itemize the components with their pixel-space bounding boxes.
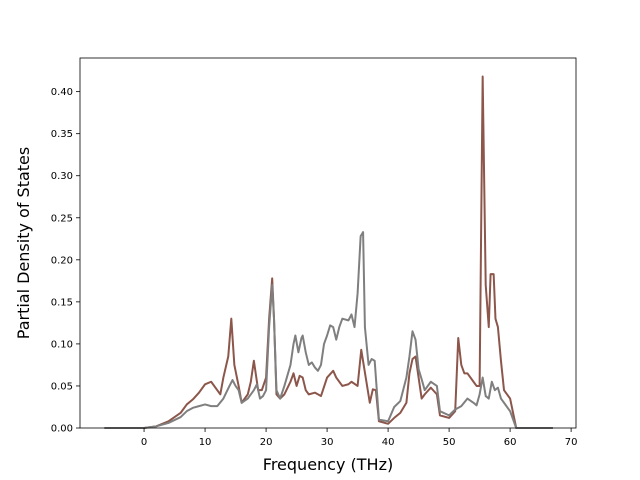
series-line-2 [104, 231, 553, 429]
x-tick-label: 40 [382, 437, 395, 448]
y-tick-label: 0.00 [51, 424, 73, 435]
y-axis-label: Partial Density of States [14, 147, 33, 339]
y-tick-label: 0.35 [51, 129, 73, 140]
series-line-1 [104, 75, 553, 429]
x-tick-label: 20 [260, 437, 273, 448]
x-tick-label: 50 [443, 437, 456, 448]
y-tick-label: 0.30 [51, 171, 73, 182]
y-tick-label: 0.05 [51, 381, 73, 392]
x-tick-label: 0 [141, 437, 147, 448]
x-tick-label: 30 [321, 437, 334, 448]
y-tick-label: 0.15 [51, 297, 73, 308]
plot-frame [79, 57, 577, 429]
y-tick-label: 0.40 [51, 87, 73, 98]
x-tick-label: 60 [504, 437, 517, 448]
series-layer [104, 75, 553, 429]
y-tick-label: 0.10 [51, 339, 73, 350]
y-tick-label: 0.25 [51, 213, 73, 224]
y-tick-label: 0.20 [51, 255, 73, 266]
x-tick-label: 70 [565, 437, 578, 448]
x-tick-label: 10 [199, 437, 212, 448]
x-axis-label: Frequency (THz) [263, 455, 393, 474]
ticks-layer: 0 10 20 30 40 50 60 70 0.00 0.05 0.10 0.15 0.20 0.25 0… [51, 87, 578, 448]
